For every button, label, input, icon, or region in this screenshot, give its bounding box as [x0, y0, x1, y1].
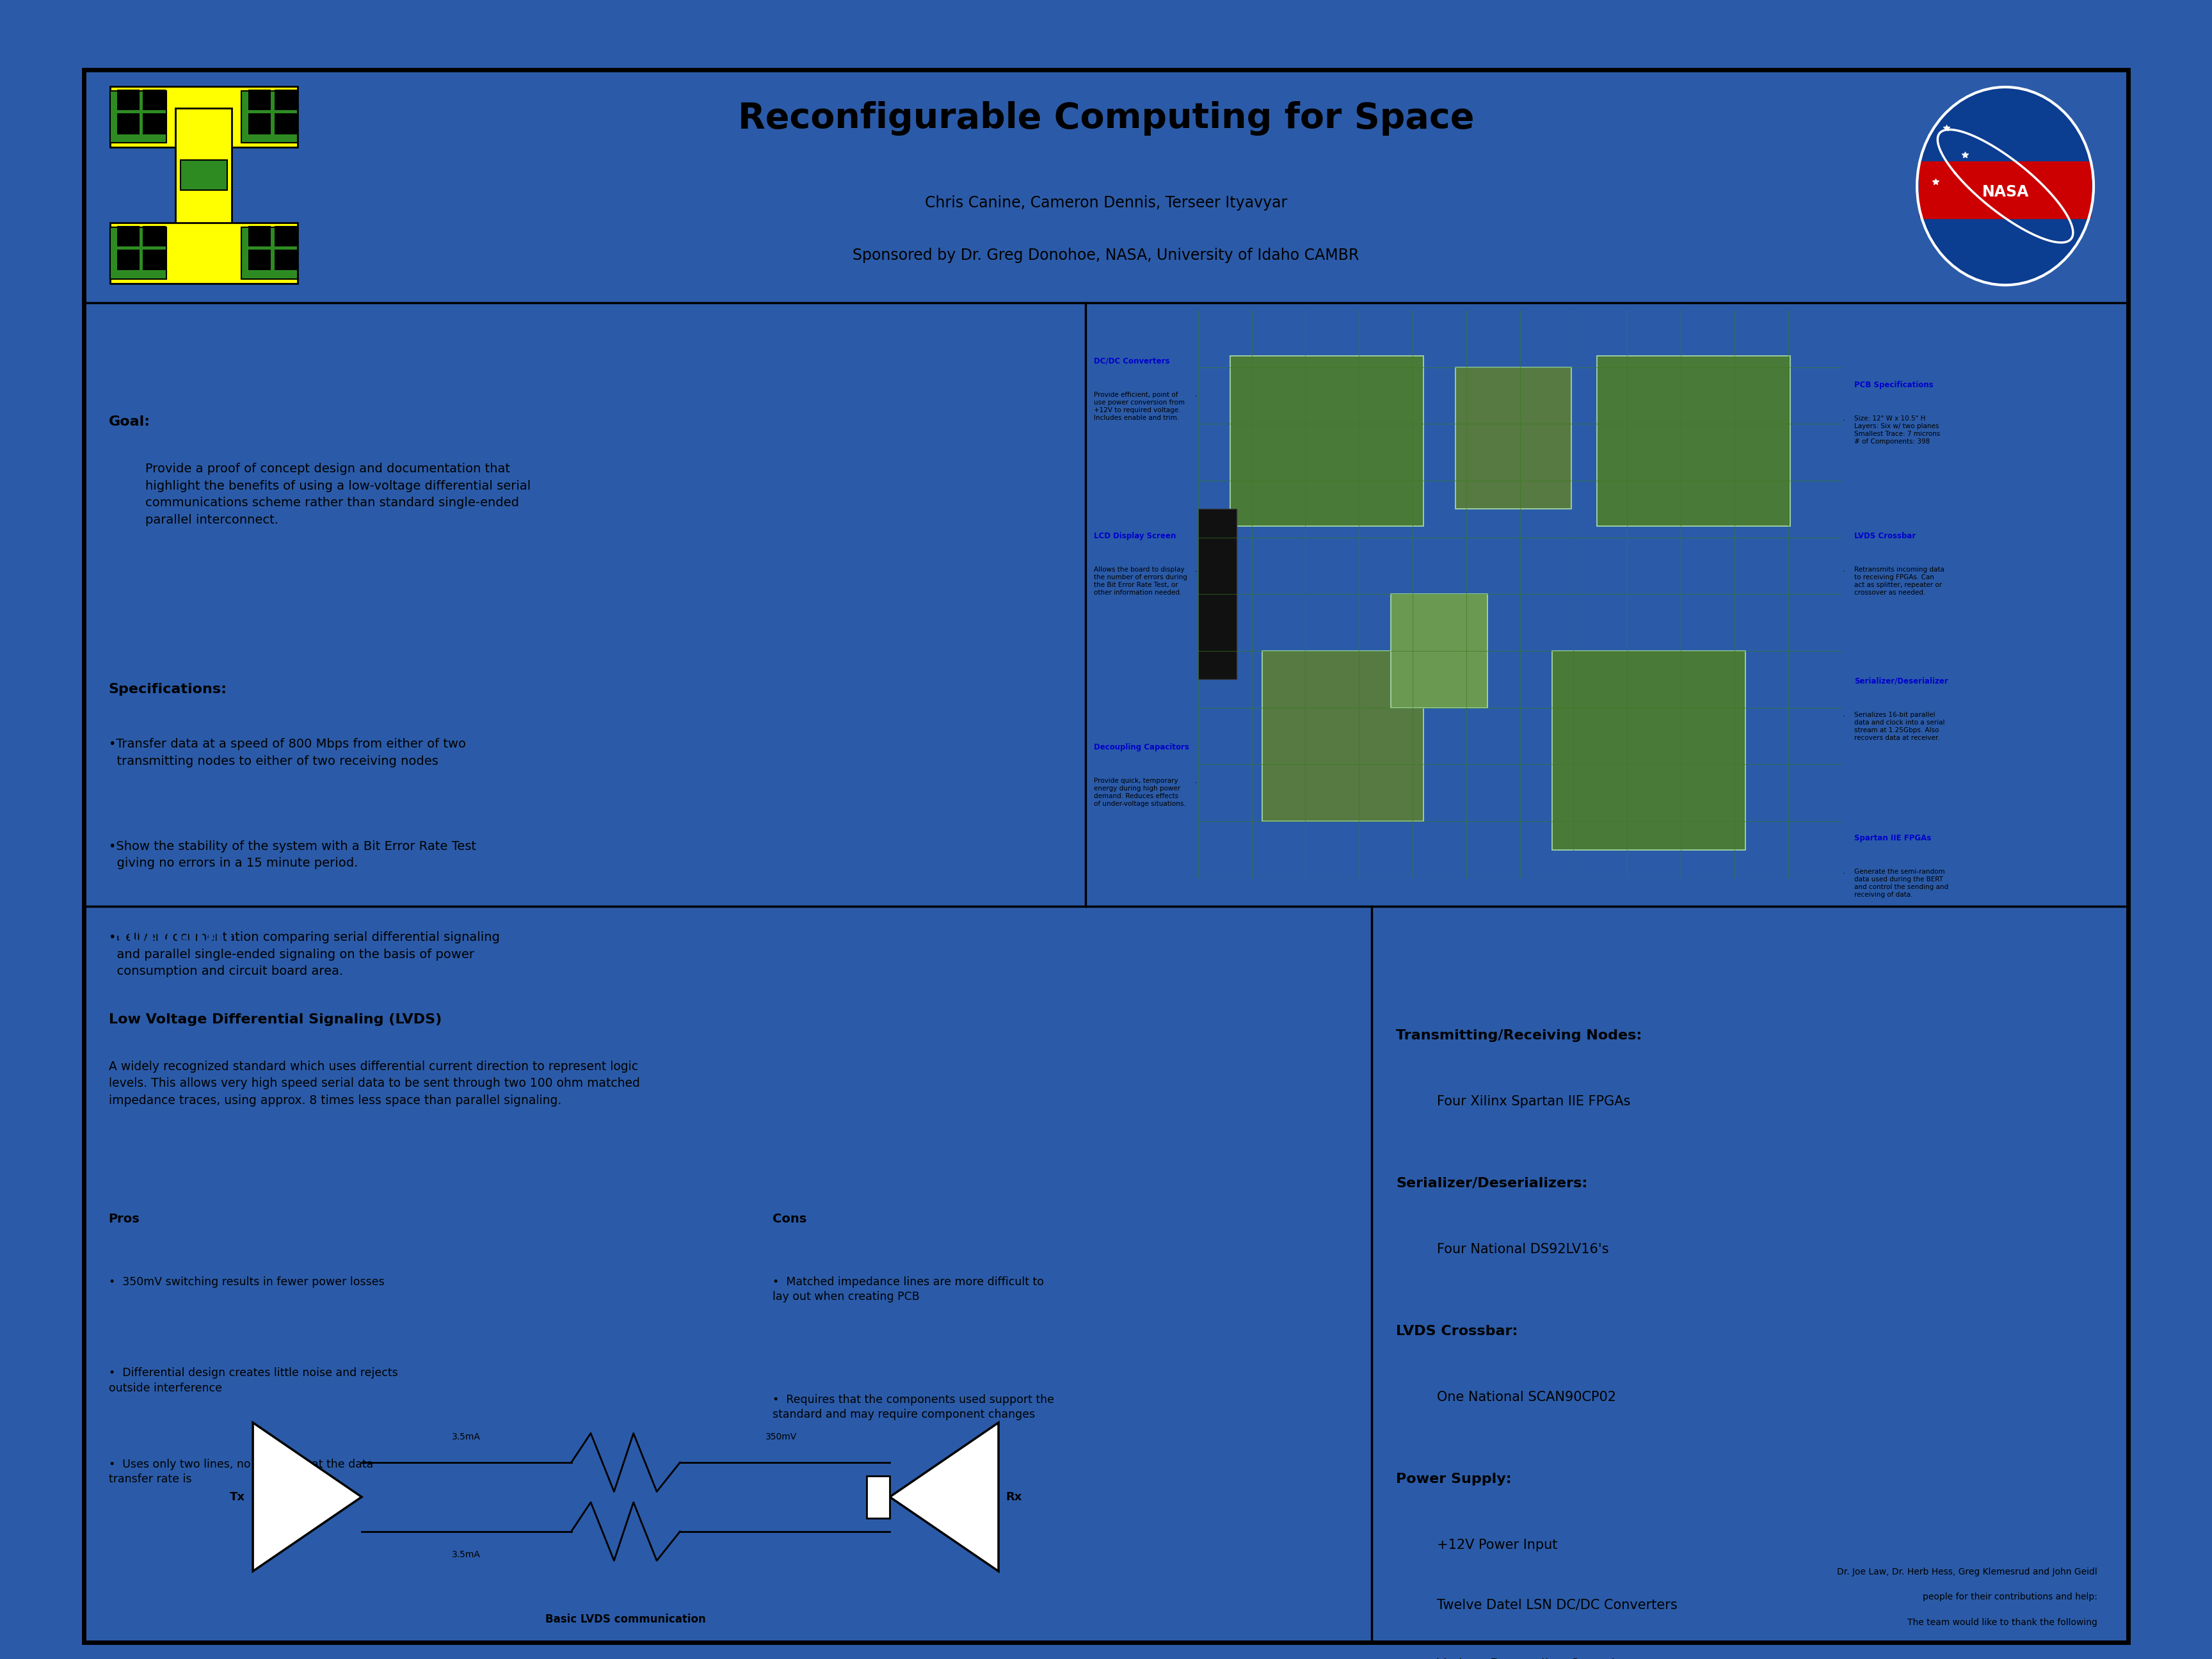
Bar: [248, 90, 272, 109]
Circle shape: [1918, 86, 2093, 285]
Text: Sponsored by Dr. Greg Donohoe, NASA, University of Idaho CAMBR: Sponsored by Dr. Greg Donohoe, NASA, Uni…: [854, 247, 1358, 262]
Bar: [144, 90, 166, 109]
Text: Basic LVDS communication: Basic LVDS communication: [546, 1614, 706, 1626]
Polygon shape: [252, 1423, 361, 1571]
Bar: [1263, 650, 1422, 821]
Bar: [1455, 367, 1571, 509]
Text: Tx: Tx: [230, 1491, 246, 1503]
FancyBboxPatch shape: [1918, 161, 2093, 219]
Text: Rx: Rx: [1006, 1491, 1022, 1503]
Text: •Transfer data at a speed of 800 Mbps from either of two
  transmitting nodes to: •Transfer data at a speed of 800 Mbps fr…: [108, 738, 467, 766]
Text: Serializer/Deserializers:: Serializer/Deserializers:: [1396, 1176, 1588, 1190]
Text: •Show the stability of the system with a Bit Error Rate Test
  giving no errors : •Show the stability of the system with a…: [108, 841, 476, 869]
Text: Provide efficient, point of
use power conversion from
+12V to required voltage.
: Provide efficient, point of use power co…: [1093, 392, 1186, 421]
Bar: [1230, 355, 1422, 526]
Text: Purpose: Purpose: [108, 322, 232, 348]
Text: +12V Power Input: +12V Power Input: [1438, 1538, 1557, 1551]
Bar: [181, 161, 228, 191]
Text: •  Uses only two lines, no matter what the data
transfer rate is: • Uses only two lines, no matter what th…: [108, 1458, 374, 1485]
Text: NASA: NASA: [1982, 184, 2028, 201]
Text: Solution: Solution: [108, 922, 232, 949]
Bar: [144, 249, 166, 270]
Text: Decoupling Capacitors: Decoupling Capacitors: [1093, 743, 1190, 752]
Bar: [248, 113, 272, 134]
Bar: [274, 113, 296, 134]
Bar: [274, 249, 296, 270]
Text: people for their contributions and help:: people for their contributions and help:: [1922, 1593, 2097, 1601]
Text: Low Voltage Differential Signaling (LVDS): Low Voltage Differential Signaling (LVDS…: [108, 1014, 442, 1027]
Bar: [241, 227, 299, 279]
Bar: [1597, 355, 1790, 526]
Bar: [117, 113, 139, 134]
Text: Allows the board to display
the number of errors during
the Bit Error Rate Test,: Allows the board to display the number o…: [1093, 566, 1188, 596]
Text: Pros: Pros: [108, 1213, 139, 1226]
Text: DC/DC Converters: DC/DC Converters: [1093, 357, 1170, 365]
Text: Goal:: Goal:: [108, 416, 150, 428]
Bar: [144, 113, 166, 134]
Bar: [248, 226, 272, 247]
Text: Power Supply:: Power Supply:: [1396, 1473, 1511, 1485]
Text: •Deliver documentation comparing serial differential signaling
  and parallel si: •Deliver documentation comparing serial …: [108, 932, 500, 977]
Text: •  Differential design creates little noise and rejects
outside interference: • Differential design creates little noi…: [108, 1367, 398, 1394]
Bar: [867, 1477, 889, 1518]
Text: LVDS Crossbar:: LVDS Crossbar:: [1396, 1326, 1517, 1337]
Text: Serializes 16-bit parallel
data and clock into a serial
stream at 1.25Gbps. Also: Serializes 16-bit parallel data and cloc…: [1854, 712, 1944, 742]
Polygon shape: [889, 1423, 998, 1571]
Bar: [274, 226, 296, 247]
Text: Size: 12" W x 10.5" H
Layers: Six w/ two planes
Smallest Trace: 7 microns
# of C: Size: 12" W x 10.5" H Layers: Six w/ two…: [1854, 415, 1940, 445]
Text: Retransmits incoming data
to receiving FPGAs. Can
act as splitter, repeater or
c: Retransmits incoming data to receiving F…: [1854, 566, 1944, 596]
Text: 3.5mA: 3.5mA: [451, 1550, 480, 1559]
Text: Reconfigurable Computing for Space: Reconfigurable Computing for Space: [739, 101, 1473, 136]
Text: The Product: The Product: [1102, 322, 1283, 348]
Text: Main Components: Main Components: [1396, 922, 1666, 949]
Bar: [111, 222, 299, 284]
Text: •  Matched impedance lines are more difficult to
lay out when creating PCB: • Matched impedance lines are more diffi…: [772, 1276, 1044, 1302]
Bar: [144, 226, 166, 247]
Bar: [117, 226, 139, 247]
Text: Four National DS92LV16's: Four National DS92LV16's: [1438, 1243, 1608, 1256]
Text: Spartan IIE FPGAs: Spartan IIE FPGAs: [1854, 834, 1931, 843]
Bar: [1391, 594, 1489, 708]
Text: PCB Specifications: PCB Specifications: [1854, 382, 1933, 390]
Text: •  Requires that the components used support the
standard and may require compon: • Requires that the components used supp…: [772, 1394, 1055, 1420]
Text: •  350mV switching results in fewer power losses: • 350mV switching results in fewer power…: [108, 1276, 385, 1287]
Text: 350mV: 350mV: [765, 1432, 796, 1442]
Text: Specifications:: Specifications:: [108, 684, 228, 695]
Text: Twelve Datel LSN DC/DC Converters: Twelve Datel LSN DC/DC Converters: [1438, 1598, 1677, 1611]
Text: Provide quick, temporary
energy during high power
demand. Reduces effects
of und: Provide quick, temporary energy during h…: [1093, 778, 1186, 808]
Bar: [241, 91, 299, 143]
Text: Generate the semi-random
data used during the BERT
and control the sending and
r: Generate the semi-random data used durin…: [1854, 869, 1949, 898]
Bar: [117, 249, 139, 270]
Text: Four Xilinx Spartan IIE FPGAs: Four Xilinx Spartan IIE FPGAs: [1438, 1095, 1630, 1108]
Text: Serializer/Deserializer: Serializer/Deserializer: [1854, 677, 1949, 685]
Text: Provide a proof of concept design and documentation that
highlight the benefits : Provide a proof of concept design and do…: [146, 463, 531, 526]
Text: A widely recognized standard which uses differential current direction to repres: A widely recognized standard which uses …: [108, 1060, 639, 1107]
Bar: [111, 227, 166, 279]
Bar: [274, 90, 296, 109]
Text: LCD Display Screen: LCD Display Screen: [1093, 533, 1177, 541]
Text: The team would like to thank the following: The team would like to thank the followi…: [1907, 1618, 2097, 1627]
Text: Transmitting/Receiving Nodes:: Transmitting/Receiving Nodes:: [1396, 1029, 1641, 1042]
Text: Dr. Joe Law, Dr. Herb Hess, Greg Klemesrud and John Geidl: Dr. Joe Law, Dr. Herb Hess, Greg Klemesr…: [1836, 1568, 2097, 1576]
Text: Chris Canine, Cameron Dennis, Terseer Ityavyar: Chris Canine, Cameron Dennis, Terseer It…: [925, 196, 1287, 211]
Text: One National SCAN90CP02: One National SCAN90CP02: [1438, 1390, 1617, 1404]
Bar: [1553, 650, 1745, 849]
Bar: [1199, 509, 1237, 679]
Text: 3.5mA: 3.5mA: [451, 1432, 480, 1442]
Bar: [248, 249, 272, 270]
Bar: [117, 90, 139, 109]
Bar: [175, 108, 232, 259]
Text: Cons: Cons: [772, 1213, 807, 1226]
Bar: [111, 86, 299, 148]
Bar: [111, 91, 166, 143]
Text: LVDS Crossbar: LVDS Crossbar: [1854, 533, 1916, 541]
